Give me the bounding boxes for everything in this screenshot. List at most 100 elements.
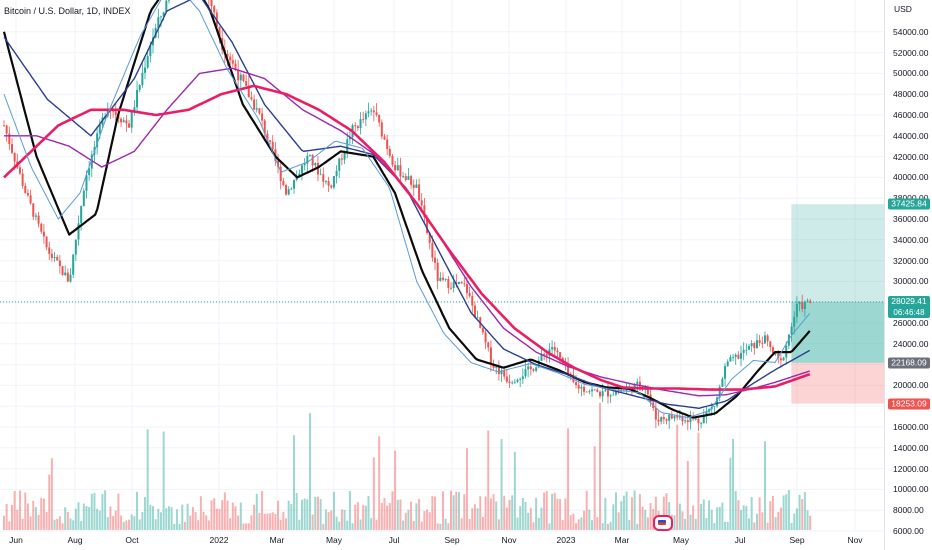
candle-body bbox=[668, 414, 671, 421]
volume-bar bbox=[436, 523, 439, 530]
volume-bar bbox=[109, 506, 112, 530]
volume-bar bbox=[465, 448, 468, 530]
volume-bar bbox=[593, 446, 596, 530]
moving-average-line bbox=[3, 84, 811, 391]
volume-bar bbox=[340, 509, 343, 530]
volume-bar bbox=[575, 523, 578, 530]
candle-body bbox=[375, 112, 378, 115]
volume-bar bbox=[308, 413, 311, 530]
candle-body bbox=[237, 70, 240, 81]
volume-bar bbox=[638, 494, 641, 530]
volume-bar bbox=[787, 490, 790, 530]
chart-title: Bitcoin / U.S. Dollar, 1D, INDEX bbox=[4, 6, 131, 16]
volume-bar bbox=[306, 499, 309, 530]
volume-bar bbox=[53, 519, 56, 530]
volume-bar bbox=[378, 436, 381, 530]
volume-bar bbox=[247, 523, 250, 530]
volume-bar bbox=[521, 497, 524, 530]
candle-body bbox=[420, 200, 423, 206]
volume-bar bbox=[532, 522, 535, 530]
volume-bar bbox=[3, 515, 5, 530]
candle-body bbox=[40, 223, 43, 232]
volume-bar bbox=[221, 500, 224, 530]
candle-body bbox=[750, 343, 753, 347]
volume-bar bbox=[298, 519, 301, 530]
candle-body bbox=[580, 386, 583, 389]
candle-body bbox=[745, 349, 748, 351]
volume-bar bbox=[90, 493, 93, 530]
volume-bar bbox=[250, 515, 253, 530]
candle-body bbox=[5, 125, 8, 134]
candle-body bbox=[327, 181, 330, 186]
volume-bar bbox=[572, 513, 575, 530]
price-tick-label: 50000.00 bbox=[893, 68, 929, 79]
price-tick-label: 16000.00 bbox=[893, 422, 929, 432]
stop-loss-price-tag: 18253.09 bbox=[888, 398, 930, 410]
moving-averages bbox=[2, 0, 811, 419]
volume-bar bbox=[189, 515, 192, 530]
volume-bar bbox=[585, 490, 588, 530]
candle-body bbox=[271, 141, 274, 150]
volume-bar bbox=[662, 496, 665, 530]
volume-bar bbox=[431, 496, 434, 530]
candle-body bbox=[473, 305, 476, 318]
volume-bar bbox=[10, 504, 13, 530]
candle-body bbox=[125, 120, 128, 124]
candle-body bbox=[42, 231, 45, 237]
volume-bar bbox=[809, 515, 812, 530]
candle-body bbox=[391, 155, 394, 165]
candle-body bbox=[801, 302, 804, 309]
volume-bar bbox=[513, 451, 516, 530]
candle-body bbox=[141, 72, 144, 85]
candle-body bbox=[545, 354, 548, 356]
volume-bar bbox=[215, 508, 218, 530]
candle-body bbox=[165, 0, 168, 13]
candle-body bbox=[471, 296, 474, 306]
candle-body bbox=[543, 353, 546, 355]
volume-bar bbox=[40, 497, 43, 530]
volume-bar bbox=[732, 438, 735, 530]
candle-body bbox=[529, 366, 532, 370]
volume-bar bbox=[481, 517, 484, 530]
price-chart[interactable] bbox=[0, 0, 884, 550]
volume-bar bbox=[157, 508, 160, 530]
volume-bar bbox=[210, 500, 213, 530]
candle-body bbox=[239, 74, 242, 81]
candle-body bbox=[114, 111, 117, 115]
candle-body bbox=[777, 352, 780, 359]
candle-body bbox=[753, 343, 756, 349]
volume-bar bbox=[50, 458, 53, 530]
volume-bar bbox=[673, 515, 676, 530]
candle-body bbox=[426, 217, 429, 233]
volume-bar bbox=[394, 450, 397, 530]
candle-body bbox=[303, 163, 306, 166]
volume-bar bbox=[782, 495, 785, 530]
moving-average-line bbox=[2, 0, 811, 419]
candle-body bbox=[21, 173, 24, 186]
volume-bar bbox=[556, 498, 559, 530]
price-tick-label: 32000.00 bbox=[893, 255, 929, 266]
candle-body bbox=[74, 239, 77, 255]
volume-bar bbox=[755, 513, 758, 530]
candle-body bbox=[306, 155, 309, 164]
candle-body bbox=[742, 349, 745, 353]
volume-bar bbox=[434, 496, 437, 530]
volume-bar bbox=[604, 497, 607, 530]
volume-bar bbox=[287, 500, 290, 530]
candle-body bbox=[394, 164, 397, 171]
volume-bar bbox=[362, 504, 365, 530]
target-price-tag: 37425.84 bbox=[888, 198, 930, 210]
volume-bar bbox=[8, 521, 11, 530]
volume-bar bbox=[747, 518, 750, 530]
candle-body bbox=[604, 390, 607, 392]
volume-bar bbox=[112, 516, 115, 530]
candle-body bbox=[609, 395, 612, 397]
candle-body bbox=[782, 357, 785, 361]
volume-bar bbox=[527, 512, 530, 530]
volume-bar bbox=[149, 504, 152, 530]
volume-bar bbox=[460, 518, 463, 530]
candle-body bbox=[434, 257, 437, 263]
us-flag-icon[interactable] bbox=[653, 515, 673, 531]
candle-body bbox=[242, 74, 245, 82]
volume-bar bbox=[548, 523, 551, 530]
